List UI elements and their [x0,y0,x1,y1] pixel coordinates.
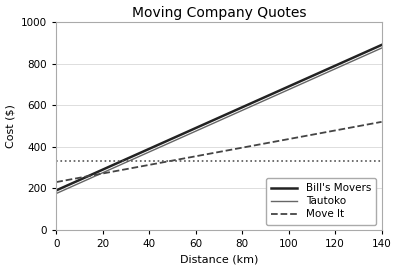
Tautoko [210,122,215,125]
Tautoko [208,123,213,126]
Tautoko [54,192,59,195]
Line: Bill's Movers: Bill's Movers [56,45,382,190]
Bill's Movers [320,70,325,73]
Move It [371,122,376,125]
Move It [230,148,235,151]
Y-axis label: Cost ($): Cost ($) [6,104,15,148]
Title: Moving Company Quotes: Moving Company Quotes [132,6,306,19]
Bill's Movers [371,47,376,50]
Line: Tautoko: Tautoko [56,48,382,194]
Move It [210,151,215,155]
Move It [208,152,213,155]
Move It [247,145,252,148]
Tautoko [230,113,235,116]
Bill's Movers [54,189,59,192]
Bill's Movers [379,43,384,47]
Line: Move It: Move It [56,122,382,182]
Tautoko [320,73,325,76]
Tautoko [371,50,376,53]
X-axis label: Distance (km): Distance (km) [180,254,258,264]
Move It [54,180,59,184]
Legend: Bill's Movers, Tautoko, Move It: Bill's Movers, Tautoko, Move It [266,178,376,225]
Tautoko [247,105,252,109]
Move It [320,131,325,134]
Tautoko [379,46,384,50]
Move It [379,120,384,123]
Bill's Movers [210,119,215,122]
Bill's Movers [230,110,235,113]
Bill's Movers [208,120,213,123]
Bill's Movers [247,102,252,106]
